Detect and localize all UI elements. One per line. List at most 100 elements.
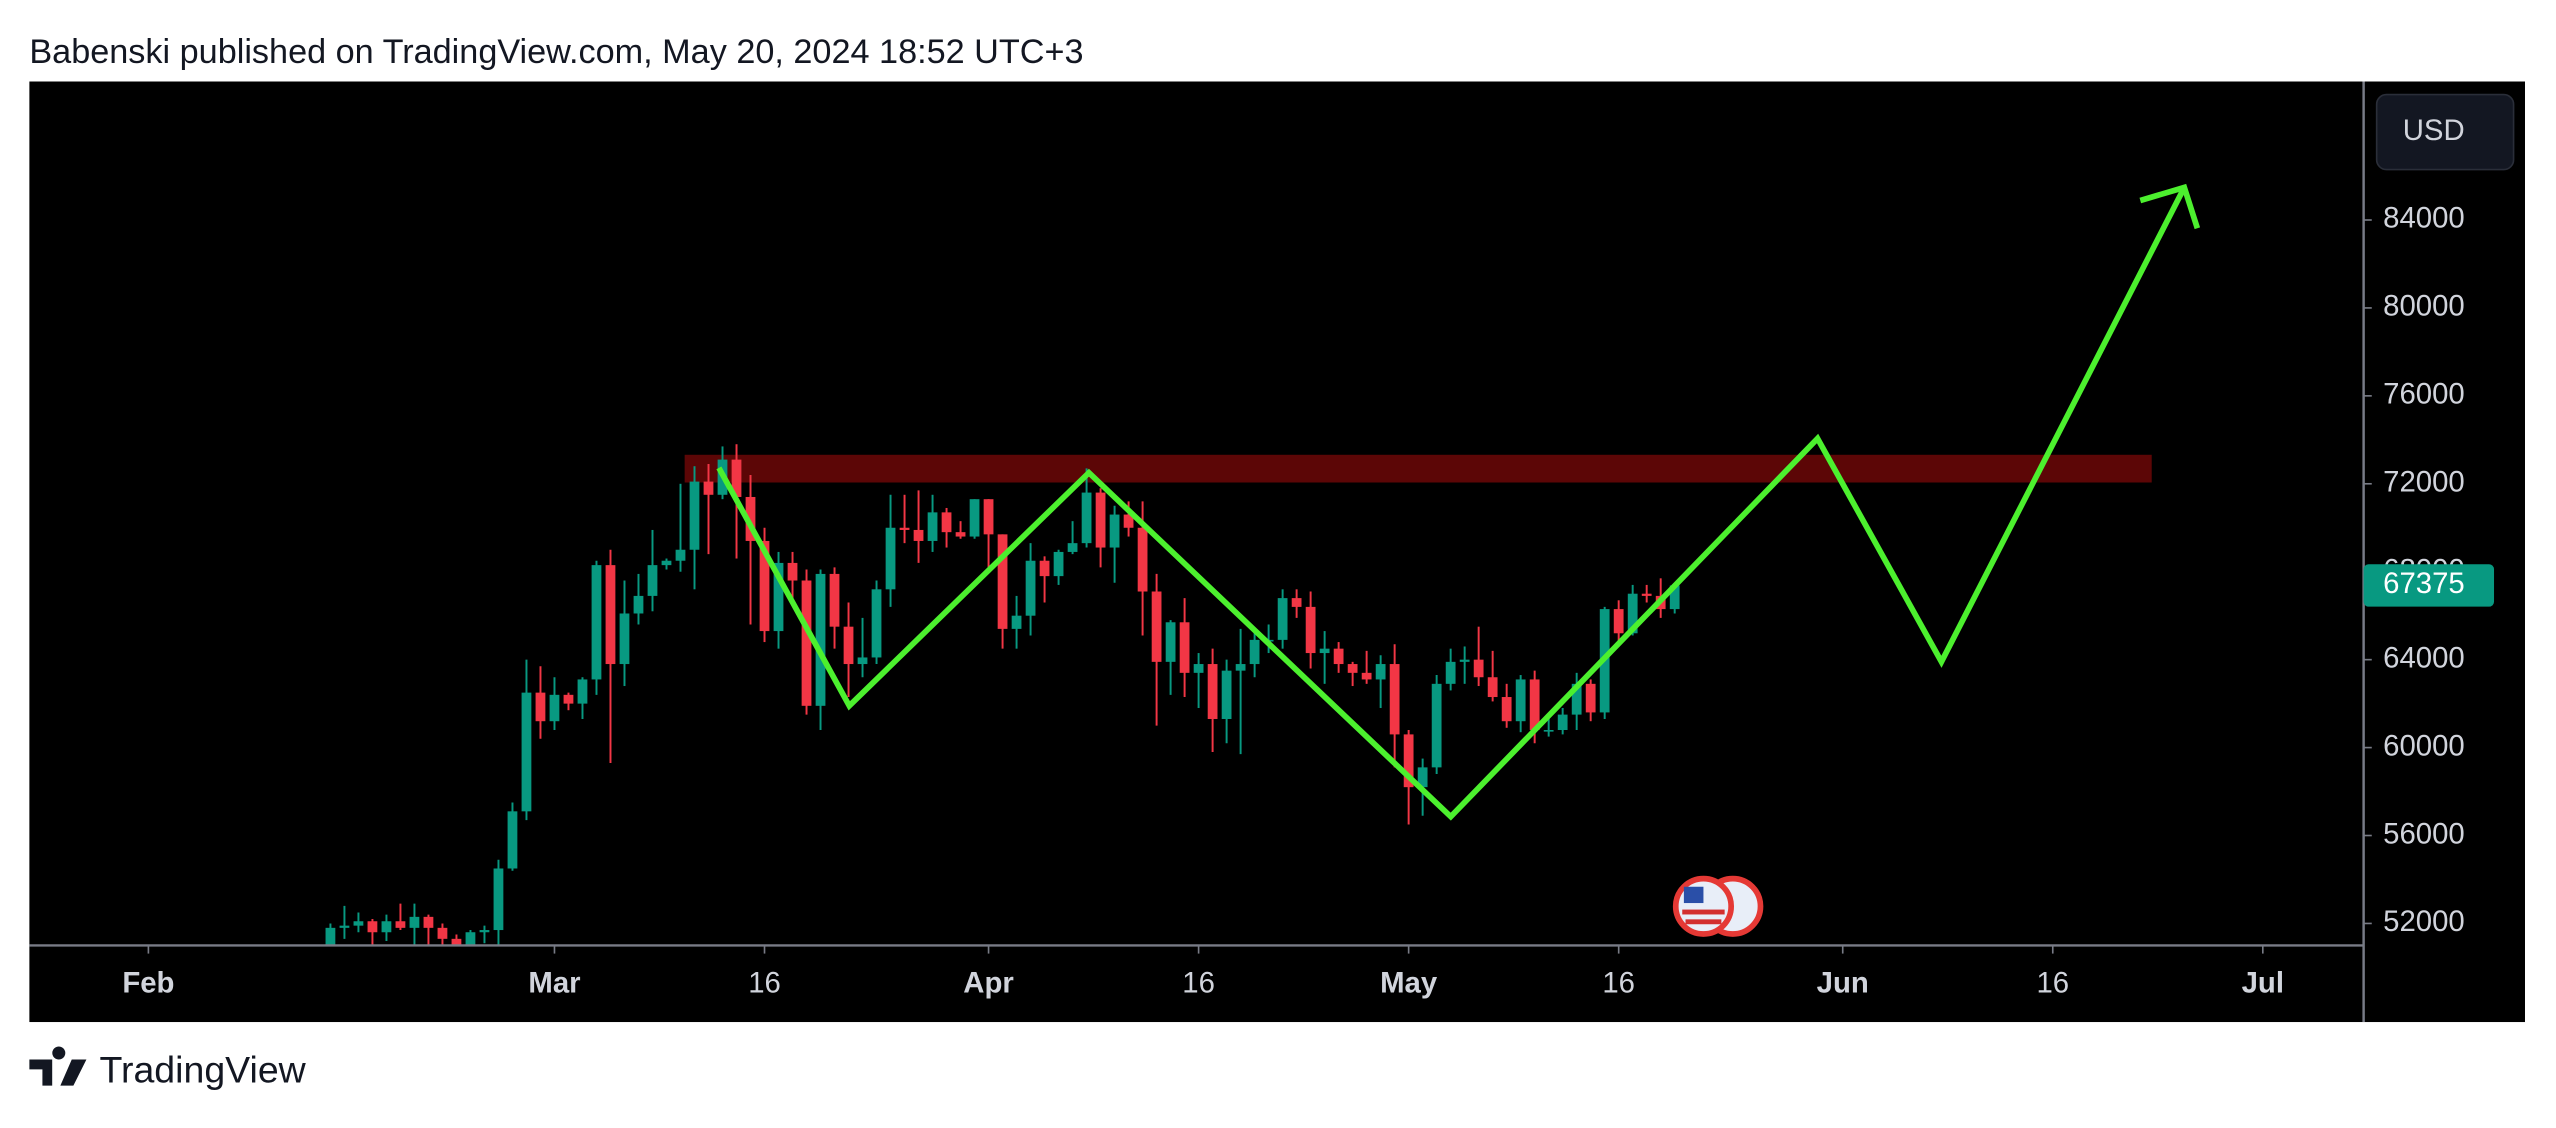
candle-body — [1389, 664, 1400, 735]
logo-mark — [29, 1046, 87, 1086]
candle-body — [605, 565, 616, 665]
candle-body — [1095, 492, 1106, 548]
x-tick-label: 16 — [1602, 966, 1635, 999]
candle-body — [787, 562, 798, 581]
flag-stripe — [1682, 909, 1725, 915]
candle-body — [675, 549, 686, 561]
candle-body — [339, 925, 350, 928]
candle-body — [1361, 672, 1372, 680]
candle-body — [1641, 593, 1652, 596]
candle-body — [815, 573, 826, 706]
candle-body — [619, 613, 630, 665]
y-tick-label: 84000 — [2383, 202, 2465, 235]
candle-body — [913, 529, 924, 541]
candle-body — [1151, 591, 1162, 662]
candle-body — [1235, 664, 1246, 671]
candle-body — [969, 499, 980, 537]
candle-body — [1207, 664, 1218, 720]
candle-body — [409, 916, 420, 928]
candle-body — [507, 811, 518, 869]
candle-body — [1375, 664, 1386, 680]
candle-body — [591, 565, 602, 680]
candle-body — [1025, 560, 1036, 616]
x-tick-label: Jul — [2242, 966, 2284, 999]
candle-body — [1347, 664, 1358, 673]
x-tick-label: Mar — [528, 966, 580, 999]
x-tick-label: 16 — [1182, 966, 1215, 999]
candle-body — [465, 932, 476, 946]
candle-body — [703, 481, 714, 495]
candle-body — [577, 679, 588, 704]
candle-body — [633, 595, 644, 614]
candle-body — [1501, 697, 1512, 722]
candle-body — [1165, 622, 1176, 662]
candle-body — [493, 868, 504, 931]
candle-body — [843, 626, 854, 665]
y-tick-label: 76000 — [2383, 378, 2465, 411]
y-tick-label: 56000 — [2383, 817, 2465, 850]
candle-body — [1473, 659, 1484, 678]
candle-body — [1431, 683, 1442, 768]
candle-body — [1543, 730, 1554, 732]
arrow-head — [2139, 183, 2201, 230]
candle-body — [381, 921, 392, 933]
candle-body — [689, 481, 700, 550]
last-price-badge — [2363, 564, 2495, 607]
event-icons[interactable] — [1672, 875, 1764, 937]
last-price-label: 67375 — [2383, 567, 2465, 600]
flag-stripe — [1685, 919, 1722, 925]
candle-body — [1011, 615, 1022, 629]
candle-body — [941, 512, 952, 533]
drawings — [716, 183, 2201, 821]
candle-body — [367, 921, 378, 933]
candle-body — [1333, 648, 1344, 665]
candle-body — [549, 694, 560, 722]
candle-body — [535, 692, 546, 722]
candle-body — [521, 692, 532, 812]
candle-body — [731, 459, 742, 497]
x-tick-label: 16 — [2036, 966, 2069, 999]
candle-body — [1221, 670, 1232, 720]
candle-body — [1627, 593, 1638, 634]
candle-body — [661, 560, 672, 566]
candle-body — [829, 573, 840, 627]
candle-body — [451, 938, 462, 946]
candle-body — [437, 927, 448, 939]
candle-body — [1305, 606, 1316, 654]
candle-body — [955, 532, 966, 537]
candle-body — [1081, 492, 1092, 544]
currency-label[interactable]: USD — [2403, 114, 2465, 147]
currency-button[interactable] — [2375, 93, 2515, 171]
candle-body — [1039, 560, 1050, 577]
candle-body — [1249, 639, 1260, 665]
candle-body — [423, 916, 434, 928]
candle-body — [997, 534, 1008, 629]
x-tick-label: 16 — [748, 966, 781, 999]
x-tick-label: Feb — [122, 966, 174, 999]
candle-body — [1445, 661, 1456, 684]
axes: 5200056000600006400068000720007600080000… — [122, 202, 2464, 1000]
candle-body — [885, 527, 896, 590]
candle-body — [353, 921, 364, 926]
candle-body — [983, 499, 994, 535]
resistance-zone — [684, 454, 2152, 483]
candle-body — [395, 921, 406, 928]
candle-body — [1277, 598, 1288, 640]
candle-body — [927, 512, 938, 541]
candle-body — [759, 540, 770, 632]
footer-logo: TradingView — [29, 1046, 307, 1090]
candle-body — [1291, 598, 1302, 607]
candle-body — [1585, 683, 1596, 713]
candle-body — [857, 657, 868, 665]
candle-body — [1123, 514, 1134, 528]
candle-body — [1417, 767, 1428, 788]
y-tick-label: 72000 — [2383, 466, 2465, 499]
candle-body — [563, 694, 574, 704]
candle-body — [1459, 659, 1470, 662]
candle-body — [801, 580, 812, 706]
flag-canton — [1683, 886, 1704, 904]
candle-body — [325, 927, 336, 946]
candle-body — [647, 565, 658, 596]
